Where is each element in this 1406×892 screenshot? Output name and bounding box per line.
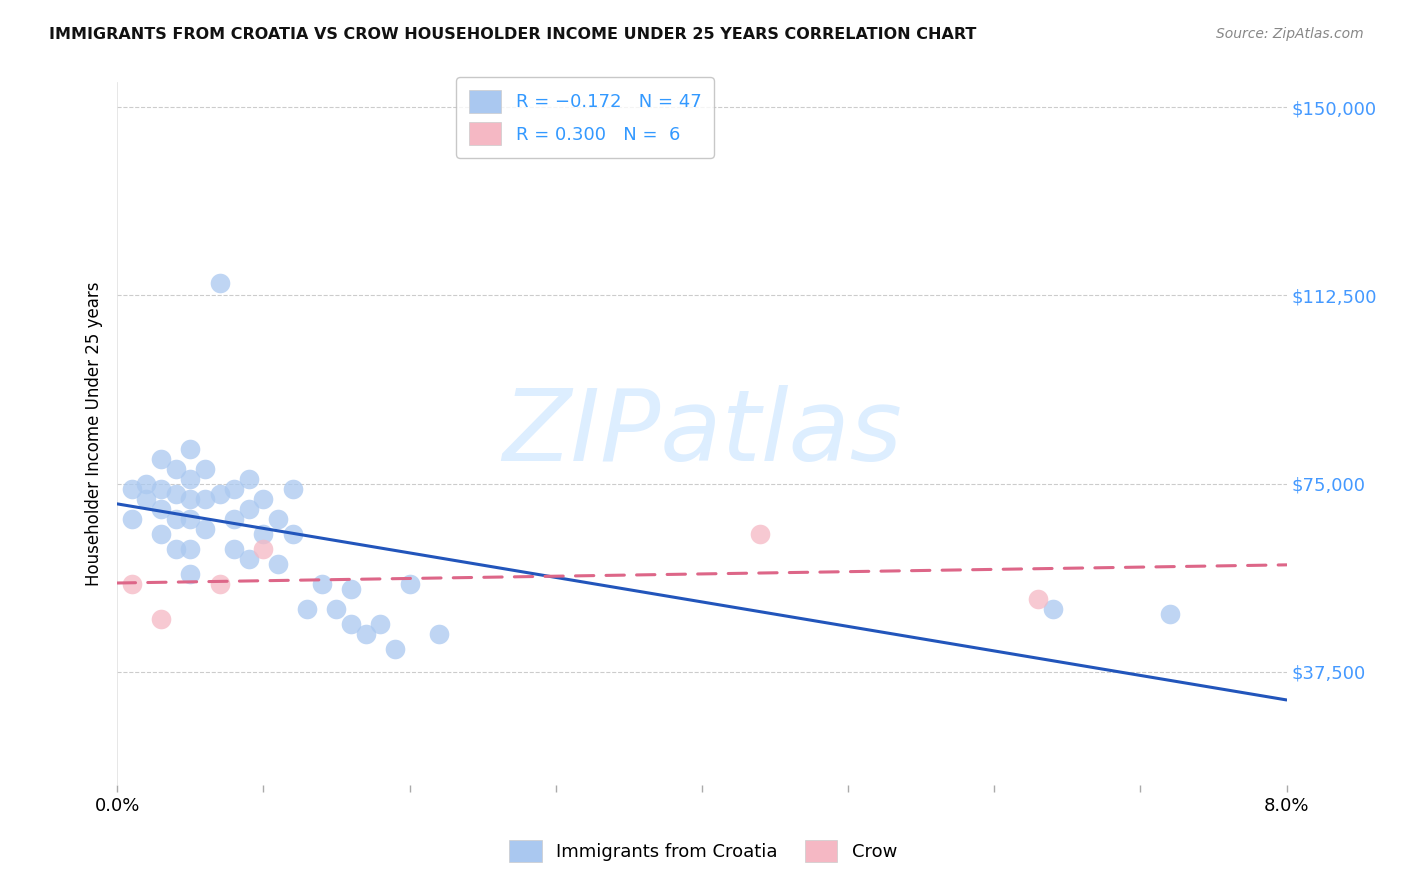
Legend: Immigrants from Croatia, Crow: Immigrants from Croatia, Crow [502, 833, 904, 870]
Point [238, 552, 260, 566]
Point [252, 491, 274, 506]
Point [252, 541, 274, 556]
Point [427, 627, 450, 641]
Point [179, 472, 201, 486]
Point [1042, 602, 1064, 616]
Point [179, 491, 201, 506]
Point [165, 486, 187, 500]
Point [224, 482, 246, 496]
Point [121, 577, 143, 591]
Point [1159, 607, 1181, 621]
Point [150, 451, 173, 466]
Point [281, 526, 304, 541]
Point [224, 541, 246, 556]
Point [150, 501, 173, 516]
Point [238, 472, 260, 486]
Point [165, 512, 187, 526]
Point [267, 557, 290, 571]
Point [194, 461, 217, 475]
Point [194, 491, 217, 506]
Point [165, 461, 187, 475]
Point [121, 512, 143, 526]
Point [340, 617, 363, 632]
Point [179, 566, 201, 581]
Point [194, 522, 217, 536]
Text: Source: ZipAtlas.com: Source: ZipAtlas.com [1216, 27, 1364, 41]
Point [281, 482, 304, 496]
Point [384, 642, 406, 657]
Point [749, 526, 772, 541]
Point [121, 482, 143, 496]
Legend: R = −0.172   N = 47, R = 0.300   N =  6: R = −0.172 N = 47, R = 0.300 N = 6 [456, 77, 714, 158]
Point [208, 486, 231, 500]
Text: IMMIGRANTS FROM CROATIA VS CROW HOUSEHOLDER INCOME UNDER 25 YEARS CORRELATION CH: IMMIGRANTS FROM CROATIA VS CROW HOUSEHOL… [49, 27, 977, 42]
Point [224, 512, 246, 526]
Point [135, 491, 157, 506]
Point [208, 577, 231, 591]
Point [179, 512, 201, 526]
Point [165, 541, 187, 556]
Text: ZIPatlas: ZIPatlas [502, 385, 901, 482]
Point [354, 627, 377, 641]
Point [398, 577, 420, 591]
Point [150, 612, 173, 626]
Point [179, 541, 201, 556]
Y-axis label: Householder Income Under 25 years: Householder Income Under 25 years [86, 281, 103, 586]
Point [267, 512, 290, 526]
Point [150, 526, 173, 541]
Point [368, 617, 391, 632]
Point [252, 526, 274, 541]
Point [238, 501, 260, 516]
Point [1026, 592, 1049, 607]
Point [297, 602, 319, 616]
Point [325, 602, 347, 616]
Point [340, 582, 363, 596]
Point [150, 482, 173, 496]
Point [179, 442, 201, 456]
Point [135, 476, 157, 491]
Point [311, 577, 333, 591]
Point [208, 276, 231, 290]
